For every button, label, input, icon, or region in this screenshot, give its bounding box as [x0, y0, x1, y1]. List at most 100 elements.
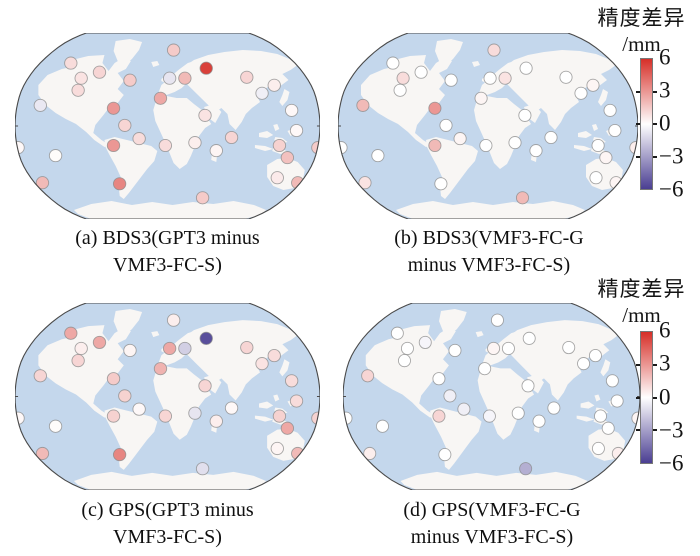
colorbar-tick-label: −3: [659, 417, 684, 443]
panel-caption-c: (c) GPS(GPT3 minus VMF3-FC-S): [10, 497, 325, 551]
station-dot: [521, 379, 535, 393]
station-dot: [562, 340, 576, 355]
station-dot: [601, 421, 615, 435]
station-dot: [547, 401, 561, 415]
world-map: [15, 33, 320, 219]
landmass: [594, 394, 601, 402]
station-dot: [529, 144, 543, 158]
landmass: [365, 325, 456, 418]
station-dot: [428, 138, 442, 153]
map-panel-b: [338, 33, 638, 219]
station-dot: [432, 409, 446, 423]
station-dot: [478, 362, 492, 376]
station-dot: [255, 357, 269, 371]
station-dot: [356, 98, 370, 112]
map-frame: [15, 33, 320, 219]
station-dot: [487, 43, 501, 57]
colorbar-tick-label: 0: [659, 384, 671, 410]
station-dot: [483, 71, 497, 85]
station-dot: [400, 341, 414, 356]
caption-line: (c) GPS(GPT3 minus: [81, 499, 254, 521]
station-dot: [48, 149, 63, 163]
station-dot: [106, 138, 121, 153]
caption-line: VMF3-FC-S): [113, 526, 222, 548]
caption-line: (d) GPS(VMF3-FC-G: [403, 499, 581, 521]
colorbar-tickmark: [653, 429, 657, 432]
station-dot: [361, 369, 375, 383]
station-dot: [396, 71, 410, 85]
landmass: [472, 61, 480, 67]
colorbar-gradient: [636, 331, 657, 464]
station-dot: [358, 176, 372, 190]
station-dot: [599, 151, 613, 165]
landmass: [151, 331, 160, 338]
colorbar-tickmark: [636, 155, 640, 158]
station-dot: [71, 354, 85, 368]
station-dot: [270, 441, 284, 456]
map-panel-d: [343, 303, 640, 490]
station-dot: [153, 91, 168, 105]
station-dot: [414, 65, 428, 79]
station-dot: [418, 335, 432, 349]
station-dots: [343, 313, 640, 476]
landmass: [104, 137, 158, 199]
station-dot: [132, 402, 146, 416]
colorbar-tick-label: 3: [659, 77, 671, 103]
station-dot: [588, 348, 602, 363]
landmass: [400, 471, 588, 490]
landmass: [426, 137, 478, 199]
world-map: [338, 33, 638, 219]
station-dot: [434, 177, 448, 191]
landmass: [204, 104, 222, 123]
station-dot: [158, 409, 173, 423]
landmass: [475, 331, 484, 338]
landmass: [254, 129, 296, 154]
station-dot: [74, 71, 88, 85]
station-dot: [443, 389, 457, 403]
station-dot: [123, 73, 137, 87]
landmass: [38, 55, 131, 147]
station-dot: [209, 414, 223, 428]
station-dot: [112, 448, 127, 462]
station-dot: [64, 56, 78, 70]
landmass: [153, 366, 212, 440]
map-frame: [15, 303, 320, 490]
station-dot: [272, 409, 287, 423]
station-dot: [519, 462, 533, 476]
landmass: [396, 201, 585, 219]
station-dot: [508, 136, 522, 150]
station-dot: [106, 409, 121, 423]
station-dot: [132, 132, 146, 146]
landmass: [298, 190, 309, 203]
landmass: [524, 104, 541, 123]
station-dot: [188, 406, 202, 420]
colorbar-tick-label: 0: [659, 110, 671, 136]
landmass: [576, 399, 617, 425]
landmass: [273, 124, 280, 131]
station-dot: [544, 130, 558, 145]
station-dot: [532, 414, 546, 428]
station-dot: [158, 138, 173, 153]
station-dot: [92, 65, 107, 79]
station-dot: [74, 341, 88, 356]
landmass: [279, 359, 290, 377]
colorbar-tick-label: −6: [659, 176, 684, 202]
station-dot: [255, 86, 269, 100]
colorbar-gradient: [636, 58, 657, 190]
station-dot: [35, 446, 50, 461]
map-panel-a: [15, 33, 320, 219]
station-dot: [240, 340, 254, 355]
landmass: [153, 96, 212, 169]
caption-line: (b) BDS3(VMF3-FC-G: [394, 227, 584, 249]
caption-line: minus VMF3-FC-S): [410, 526, 574, 548]
panel-caption-a: (a) BDS3(GPT3 minus VMF3-FC-S): [10, 225, 325, 279]
station-dot: [64, 326, 78, 340]
landmass: [592, 124, 598, 131]
station-dot: [178, 71, 192, 85]
colorbar-unit: /mm: [622, 303, 661, 327]
landmass: [574, 129, 614, 154]
landmass: [204, 374, 222, 394]
station-dot: [284, 103, 299, 117]
station-dot: [448, 343, 462, 358]
station-dot: [605, 374, 619, 388]
